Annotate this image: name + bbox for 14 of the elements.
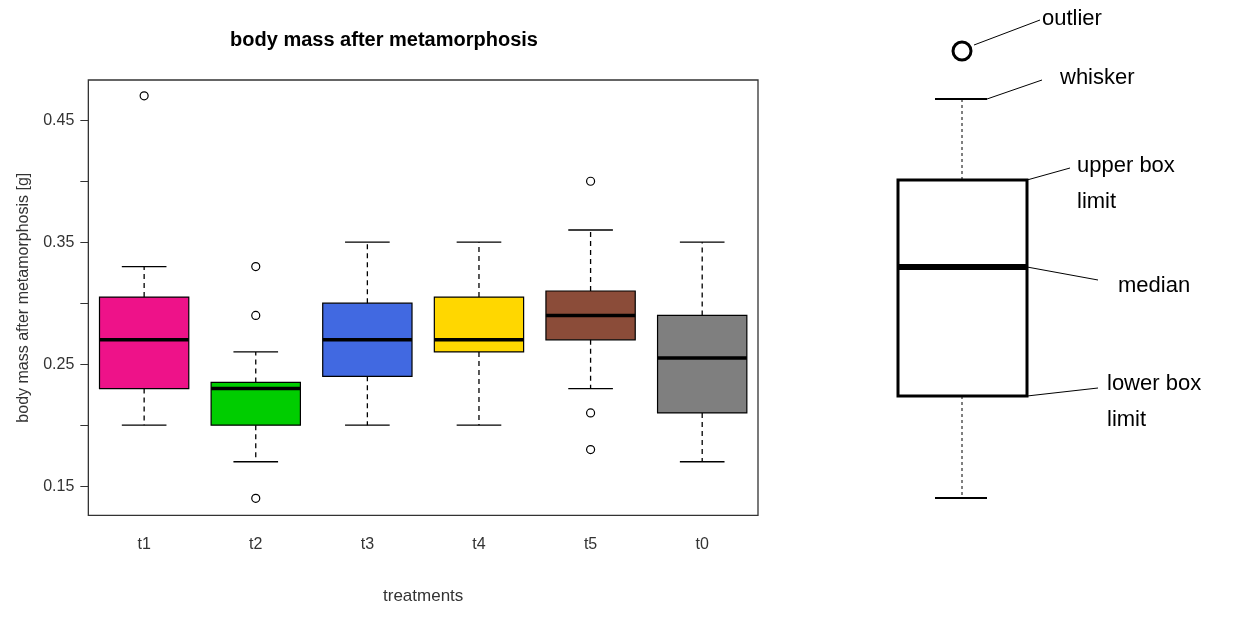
chart-title: body mass after metamorphosis [230,27,538,50]
x-tick-label: t4 [472,535,486,553]
box-plot-key: outlier whisker upper box limit median lower box limit [896,5,1202,499]
x-tick-label: t2 [249,535,263,553]
x-tick-label: t3 [360,535,375,553]
x-axis-title: treatments [383,586,464,606]
y-tick-label: 0.45 [43,110,75,128]
y-tick-label: 0.15 [43,476,75,494]
y-tick-label: 0.35 [43,232,75,250]
x-tick-label: t0 [695,535,709,553]
y-axis-title: body mass after metamorphosis [g] [14,172,32,423]
x-tick-label: t1 [137,535,151,553]
y-tick-label: 0.25 [43,354,75,372]
x-tick-label: t5 [583,535,598,553]
